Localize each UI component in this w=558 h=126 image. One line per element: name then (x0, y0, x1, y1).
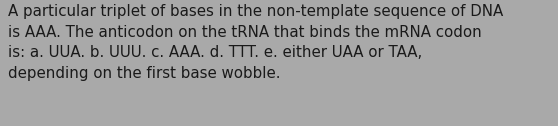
Text: A particular triplet of bases in the non-template sequence of DNA
is AAA. The an: A particular triplet of bases in the non… (8, 4, 503, 81)
